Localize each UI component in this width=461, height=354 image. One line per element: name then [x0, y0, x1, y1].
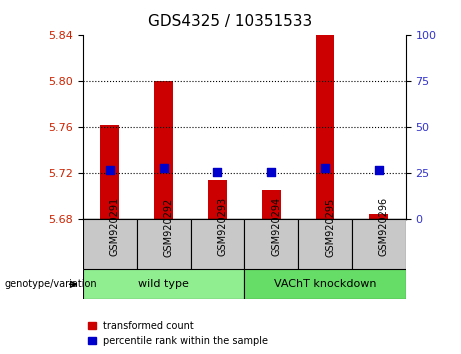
- Text: VAChT knockdown: VAChT knockdown: [274, 279, 376, 289]
- FancyBboxPatch shape: [83, 269, 244, 299]
- Bar: [262, 189, 281, 219]
- Bar: [154, 81, 173, 219]
- Text: GSM920295: GSM920295: [325, 197, 335, 257]
- Bar: [316, 35, 334, 219]
- FancyBboxPatch shape: [244, 269, 406, 299]
- Text: GSM920294: GSM920294: [271, 197, 281, 257]
- FancyBboxPatch shape: [244, 219, 298, 269]
- FancyBboxPatch shape: [190, 219, 244, 269]
- FancyBboxPatch shape: [83, 219, 137, 269]
- Point: [321, 165, 329, 171]
- Text: GSM920292: GSM920292: [164, 197, 174, 257]
- Text: wild type: wild type: [138, 279, 189, 289]
- Text: GSM920296: GSM920296: [379, 197, 389, 257]
- Text: genotype/variation: genotype/variation: [5, 279, 97, 289]
- Bar: [100, 125, 119, 219]
- FancyBboxPatch shape: [137, 219, 190, 269]
- Bar: [208, 180, 227, 219]
- Text: GSM920291: GSM920291: [110, 197, 120, 257]
- Text: GSM920293: GSM920293: [218, 197, 227, 257]
- Bar: [369, 214, 388, 219]
- Point: [106, 167, 113, 173]
- Point: [214, 169, 221, 175]
- FancyBboxPatch shape: [352, 219, 406, 269]
- Point: [267, 169, 275, 175]
- Point: [160, 165, 167, 171]
- Text: GDS4325 / 10351533: GDS4325 / 10351533: [148, 14, 313, 29]
- Point: [375, 167, 383, 173]
- Legend: transformed count, percentile rank within the sample: transformed count, percentile rank withi…: [88, 321, 268, 346]
- FancyBboxPatch shape: [298, 219, 352, 269]
